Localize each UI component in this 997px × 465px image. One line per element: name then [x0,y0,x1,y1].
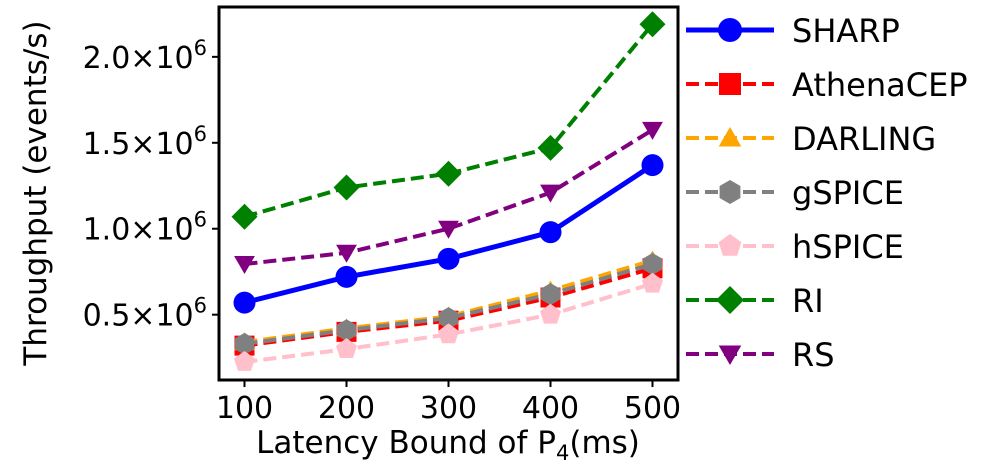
legend-item-gspice: gSPICE [686,174,904,212]
data-point-rs [234,256,255,274]
x-tick-label: 400 [522,391,579,426]
y-tick-exponent: 6 [194,36,207,60]
legend-item-athenacep: AthenaCEP [686,66,968,104]
legend: SHARP AthenaCEP DARLING gSPICE hSPICE RI RS [686,12,968,374]
legend-item-sharp: SHARP [686,12,900,50]
x-axis-title-subscript: 4 [556,441,569,465]
data-point-ri [231,203,258,230]
y-axis-title: Throughput (events/s) [18,20,54,366]
data-point-gspice [541,283,560,306]
y-tick-label: 2.0×106 [83,36,207,76]
legend-label-gspice: gSPICE [792,174,904,212]
series-gspice [235,253,662,355]
y-tick-label: 0.5×106 [83,294,207,334]
data-point-ri [537,134,564,161]
series-sharp [233,154,664,314]
y-tick-exponent: 6 [194,294,207,318]
data-point-rs [438,220,459,239]
legend-marker-sharp [718,18,742,42]
data-point-gspice [643,253,662,275]
legend-label-sharp: SHARP [792,12,900,50]
legend-item-ri: RI [686,282,824,320]
y-tick-mantissa: 1.5×10 [83,127,194,162]
data-point-gspice [235,332,254,355]
data-point-hspice [540,303,561,324]
y-tick-exponent: 6 [194,122,207,146]
legend-marker-darling [718,127,742,147]
series-rs [234,121,663,274]
series-line-hspice [244,281,654,364]
y-tick-label: 1.5×106 [83,122,207,162]
x-axis-ticks: 100 200 300 400 500 [216,380,681,426]
legend-label-hspice: hSPICE [792,228,904,266]
y-tick-exponent: 6 [194,208,207,232]
y-tick-mantissa: 1.0×10 [83,213,194,248]
legend-label-darling: DARLING [792,120,936,158]
legend-marker-rs [718,345,742,365]
data-point-ri [333,174,360,201]
data-point-rs [540,184,561,203]
x-tick-label: 500 [624,391,681,426]
data-point-ri [435,160,462,187]
x-tick-label: 100 [216,391,273,426]
data-point-sharp [437,247,460,270]
y-tick-mantissa: 0.5×10 [83,299,194,334]
legend-label-ri: RI [792,282,824,320]
legend-marker-gspice [719,180,741,204]
x-tick-label: 300 [420,391,477,426]
data-point-sharp [233,291,256,314]
series-line-ri [243,22,655,219]
series-line-rs [244,128,654,266]
legend-marker-athenacep [719,73,741,95]
legend-item-hspice: hSPICE [686,228,904,266]
legend-marker-hspice [718,234,742,256]
y-tick-label: 1.0×106 [83,208,207,248]
x-axis-title-unit: (ms) [569,425,640,461]
data-point-hspice [438,323,459,344]
legend-label-athenacep: AthenaCEP [792,66,968,104]
series-line-gspice [244,262,654,346]
series-hspice [234,272,663,371]
data-point-hspice [336,338,357,358]
x-tick-label: 200 [318,391,375,426]
data-point-hspice [234,351,255,371]
data-point-rs [642,121,663,140]
data-point-sharp [335,265,358,288]
y-tick-mantissa: 2.0×10 [83,41,194,76]
data-point-gspice [337,319,356,342]
data-point-rs [336,244,357,263]
legend-marker-ri [716,286,744,314]
data-point-sharp [539,221,562,244]
x-axis-title-main: Latency Bound of P [256,425,556,461]
data-point-hspice [642,272,663,293]
x-axis-title: Latency Bound of P4(ms) [256,425,640,465]
legend-label-rs: RS [792,336,835,374]
legend-item-darling: DARLING [686,120,936,158]
series-layer [231,11,666,371]
data-point-gspice [439,307,458,330]
series-ri [231,11,666,230]
data-point-sharp [641,154,664,177]
legend-item-rs: RS [686,336,835,374]
data-point-ri [639,11,666,38]
